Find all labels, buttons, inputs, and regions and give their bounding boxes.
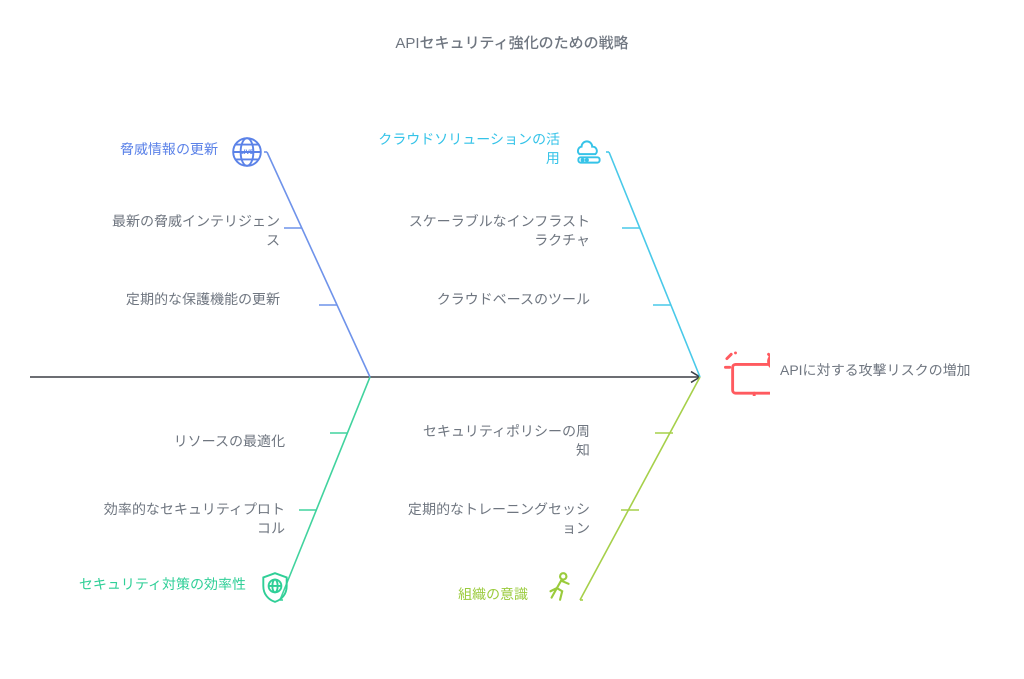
fishbone-diagram: APIセキュリティ強化のための戦略 最新の脅威インテリジェンス定期的な保護機能の… xyxy=(0,0,1024,679)
running-person-icon xyxy=(542,570,576,604)
branch-awareness-item-0: セキュリティポリシーの周知 xyxy=(410,422,590,460)
branch-awareness-title: 組織の意識 xyxy=(428,585,528,604)
branch-efficiency-item-1: 効率的なセキュリティプロトコル xyxy=(100,500,285,538)
svg-text:LIVE: LIVE xyxy=(240,149,254,156)
branch-threat-item-0: 最新の脅威インテリジェンス xyxy=(110,212,280,250)
branch-cloud-title: クラウドソリューションの活用 xyxy=(370,130,560,168)
branch-efficiency-title: セキュリティ対策の効率性 xyxy=(58,575,246,594)
branch-awareness-item-1: 定期的なトレーニングセッション xyxy=(400,500,590,538)
outcome-label: APIに対する攻撃リスクの増加 xyxy=(780,360,980,380)
shield-globe-icon xyxy=(258,570,292,604)
monitor-warning-icon xyxy=(724,350,770,396)
branch-cloud-item-0: スケーラブルなインフラストラクチャ xyxy=(400,212,590,250)
branch-efficiency-item-0: リソースの最適化 xyxy=(125,432,285,451)
cloud-server-icon xyxy=(572,135,606,169)
globe-live-icon: LIVE xyxy=(230,135,264,169)
branch-threat-title: 脅威情報の更新 xyxy=(68,140,218,159)
branch-threat-item-1: 定期的な保護機能の更新 xyxy=(110,290,280,309)
branch-cloud-item-1: クラウドベースのツール xyxy=(400,290,590,309)
